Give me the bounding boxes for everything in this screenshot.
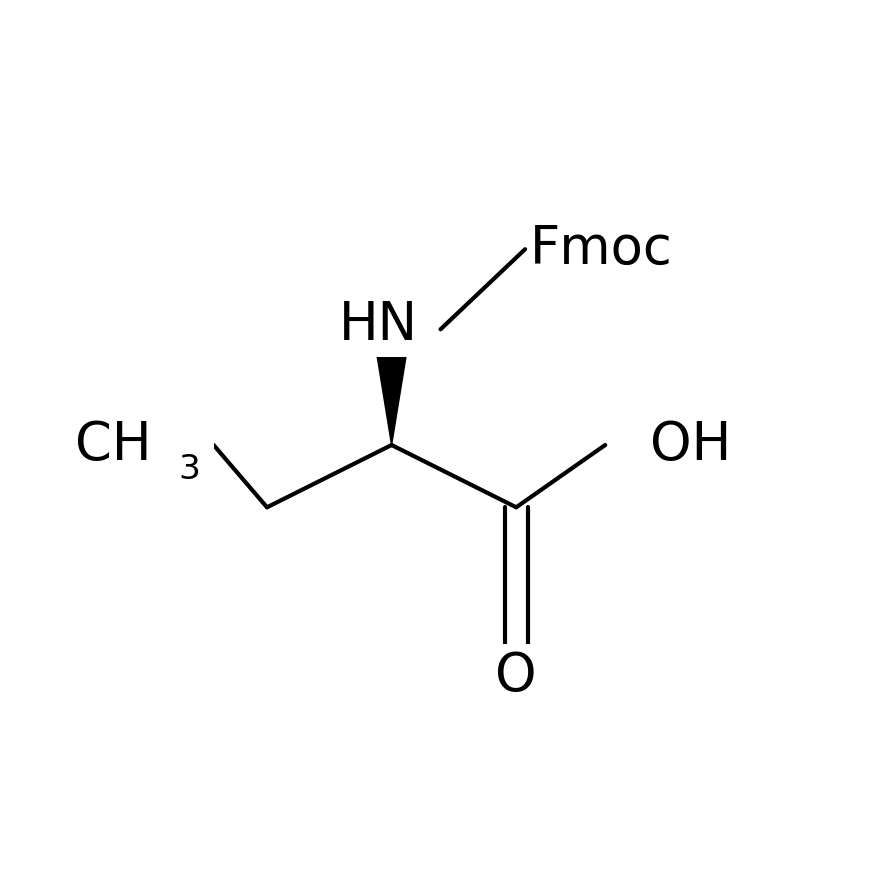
FancyBboxPatch shape (636, 413, 752, 477)
Text: HN: HN (339, 299, 417, 351)
FancyBboxPatch shape (328, 293, 430, 357)
Text: CH: CH (75, 419, 151, 471)
Text: Fmoc: Fmoc (530, 223, 673, 275)
FancyBboxPatch shape (98, 413, 214, 477)
FancyBboxPatch shape (488, 644, 545, 708)
Text: 3: 3 (179, 453, 200, 487)
Polygon shape (372, 325, 411, 445)
Text: OH: OH (650, 419, 731, 471)
Text: O: O (496, 651, 537, 702)
